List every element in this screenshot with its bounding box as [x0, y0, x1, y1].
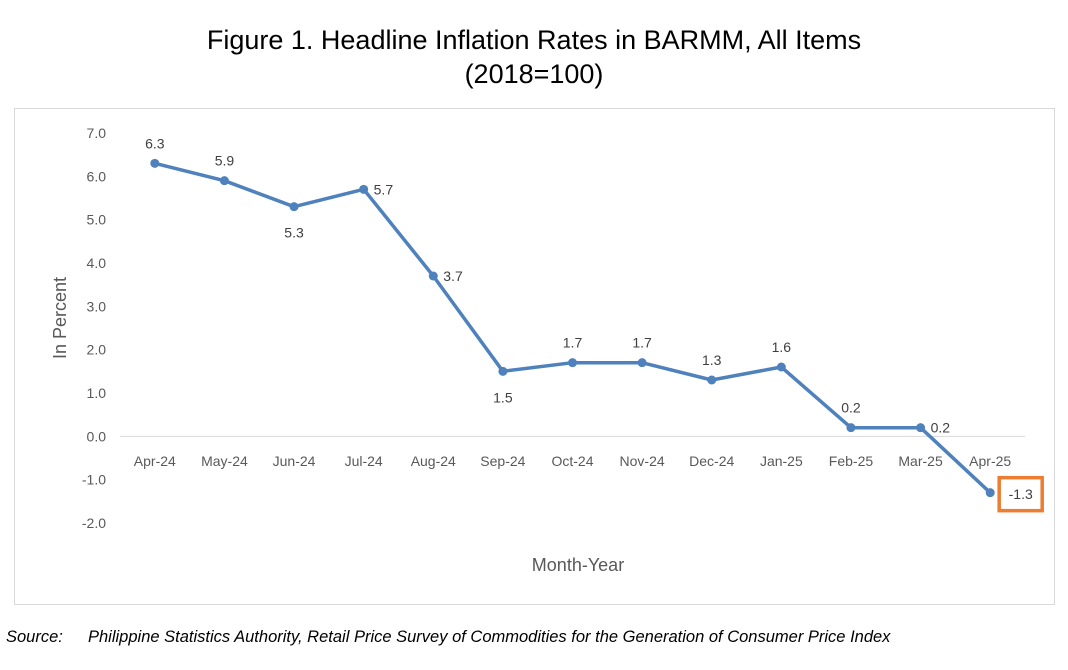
chart-title: Figure 1. Headline Inflation Rates in BA… — [206, 25, 862, 55]
data-label: -1.3 — [1009, 486, 1033, 502]
x-tick-label: Sep-24 — [480, 453, 525, 469]
series-line — [153, 161, 992, 495]
y-tick-label: 5.0 — [87, 212, 107, 228]
data-label: 5.7 — [374, 181, 394, 197]
data-label: 1.5 — [493, 389, 513, 405]
chart-subtitle: (2018=100) — [464, 59, 604, 89]
x-tick-label: Jun-24 — [273, 453, 316, 469]
data-label: 5.9 — [215, 153, 235, 169]
data-point — [150, 158, 160, 168]
x-tick-label: Apr-24 — [134, 453, 176, 469]
data-point — [568, 358, 577, 368]
x-tick-label: Jan-25 — [760, 453, 803, 469]
x-tick-label: Aug-24 — [411, 453, 456, 469]
data-point — [219, 176, 229, 186]
x-axis-title: Month-Year — [532, 555, 624, 575]
data-label: 6.3 — [145, 135, 165, 151]
data-point — [985, 488, 995, 498]
data-label: 1.7 — [563, 335, 583, 351]
source-text: Philippine Statistics Authority, Retail … — [88, 628, 891, 646]
x-tick-label: Feb-25 — [829, 453, 874, 469]
x-tick-label: Nov-24 — [620, 453, 665, 469]
highlight-box — [997, 475, 1044, 513]
data-point — [846, 423, 856, 433]
y-tick-label: -2.0 — [82, 515, 106, 531]
y-tick-label: 2.0 — [87, 342, 107, 358]
y-tick-label: -1.0 — [82, 472, 106, 488]
data-point — [637, 358, 647, 368]
data-point — [498, 366, 508, 376]
y-tick-label: 6.0 — [87, 168, 107, 184]
data-point — [776, 362, 786, 372]
y-tick-label: 0.0 — [87, 428, 107, 444]
x-tick-label: Mar-25 — [898, 453, 943, 469]
chart-frame — [14, 108, 1055, 605]
y-tick-label: 4.0 — [87, 255, 107, 271]
data-label: 5.3 — [284, 225, 304, 241]
data-point — [707, 375, 717, 385]
data-label: 1.7 — [632, 335, 652, 351]
source-label: Source: — [6, 628, 63, 646]
x-tick-label: Dec-24 — [689, 453, 734, 469]
y-tick-label: 7.0 — [87, 125, 107, 141]
x-tick-label: Oct-24 — [551, 453, 593, 469]
x-tick-label: May-24 — [201, 453, 248, 469]
data-label: 1.3 — [702, 352, 722, 368]
x-tick-label: Jul-24 — [345, 453, 383, 469]
y-tick-label: 1.0 — [87, 385, 107, 401]
x-tick-label: Apr-25 — [969, 453, 1011, 469]
data-label: 3.7 — [443, 268, 463, 284]
data-point — [916, 423, 926, 433]
data-point — [428, 271, 438, 281]
source-note: Source: Philippine Statistics Authority, … — [6, 628, 890, 647]
data-label: 0.2 — [841, 400, 861, 416]
y-axis-title: In Percent — [50, 277, 70, 359]
data-point — [289, 202, 299, 212]
data-point — [359, 184, 369, 194]
data-label: 1.6 — [772, 339, 792, 355]
data-label: 0.2 — [931, 420, 951, 436]
y-tick-label: 3.0 — [87, 298, 107, 314]
